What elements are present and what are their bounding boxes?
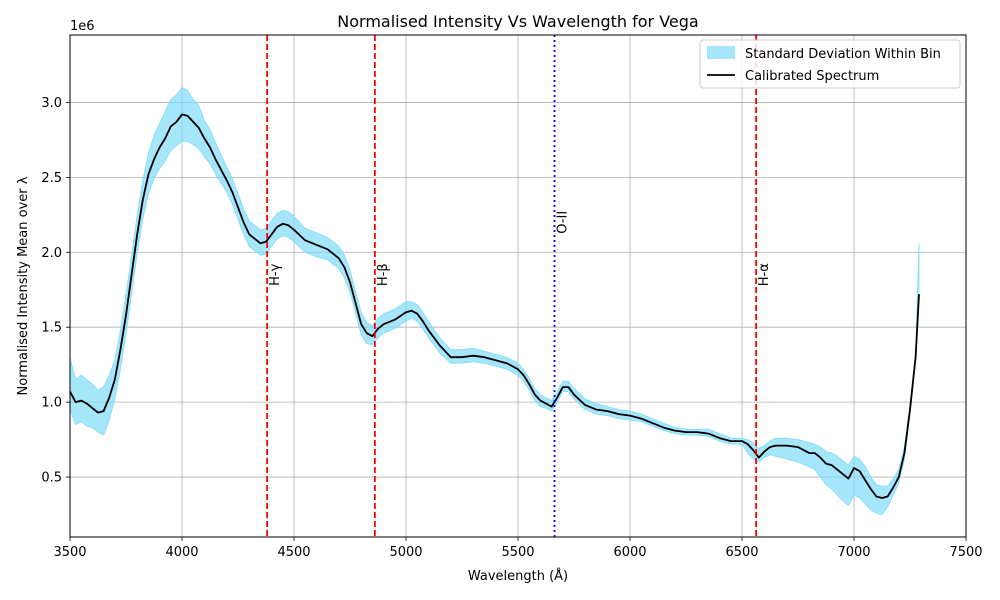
y-tick-label: 2.5: [41, 171, 62, 186]
x-tick-label: 6500: [725, 545, 758, 560]
y-tick-label: 2.0: [41, 246, 62, 261]
x-tick-label: 4000: [165, 545, 198, 560]
x-tick-label: 7000: [837, 545, 870, 560]
y-axis-title: Normalised Intensity Mean over λ: [16, 176, 31, 395]
std-dev-band: [69, 86, 920, 515]
reference-line-label: H-α: [757, 263, 772, 286]
x-tick-label: 3500: [53, 545, 86, 560]
legend: Standard Deviation Within Bin Calibrated…: [699, 39, 961, 89]
reference-lines: H-γ H-β O-II H-α: [266, 35, 772, 537]
y-tick-label: 1.5: [41, 321, 62, 336]
x-tick-label: 5500: [501, 545, 534, 560]
x-tick-label: 4500: [277, 545, 310, 560]
x-tick-label: 5000: [389, 545, 422, 560]
axes: [66, 34, 967, 541]
legend-band-label: Standard Deviation Within Bin: [745, 47, 941, 62]
reference-line-label: O-II: [556, 211, 571, 234]
reference-line-label: H-γ: [268, 263, 283, 285]
plot-frame: [69, 34, 967, 538]
x-axis-title: Wavelength (Å): [468, 568, 568, 584]
std-dev-band-layer: [69, 86, 920, 515]
chart-title: Normalised Intensity Vs Wavelength for V…: [337, 12, 698, 31]
x-tick-label: 6000: [613, 545, 646, 560]
reference-line-label: H-β: [376, 263, 391, 286]
y-tick-label: 0.5: [41, 471, 62, 486]
y-tick-label: 1.0: [41, 396, 62, 411]
legend-box: [699, 39, 961, 89]
x-tick-label: 7500: [949, 545, 982, 560]
legend-band-swatch: [707, 46, 735, 59]
calibrated-spectrum-line: [69, 113, 920, 499]
y-axis-offset-label: 1e6: [70, 19, 95, 34]
y-tick-label: 3.0: [41, 96, 62, 111]
legend-line-label: Calibrated Spectrum: [745, 69, 879, 84]
spectrum-line-layer: [69, 113, 920, 499]
tick-labels: 3500 4000 4500 5000 5500 6000 6500 7000 7500 0.5 1…: [41, 96, 982, 560]
